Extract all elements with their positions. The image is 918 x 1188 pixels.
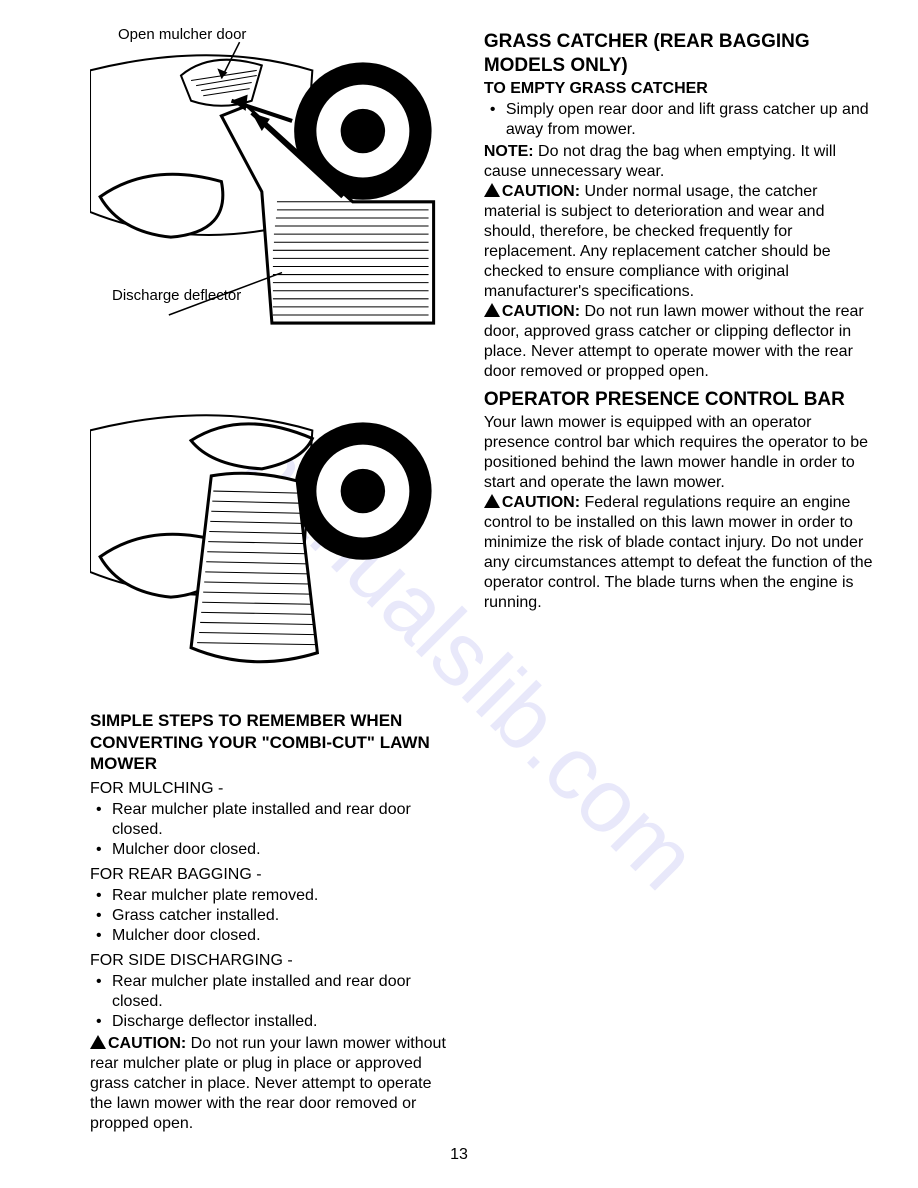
left-caution: CAUTION: Do not run your lawn mower with… xyxy=(90,1034,454,1134)
side-list: Rear mulcher plate installed and rear do… xyxy=(90,972,454,1032)
fig1-label-mulcher: Open mulcher door xyxy=(118,26,246,43)
list-item: Rear mulcher plate removed. xyxy=(90,886,454,906)
side-title: FOR SIDE DISCHARGING - xyxy=(90,952,454,970)
steps-heading: SIMPLE STEPS TO REMEMBER WHEN CONVERTING… xyxy=(90,710,454,774)
figure-1-wrap: Open mulcher door xyxy=(90,30,454,360)
note-text: Do not drag the bag when emptying. It wi… xyxy=(484,143,836,180)
note-label: NOTE: xyxy=(484,143,534,160)
caution-text: Under normal usage, the catcher material… xyxy=(484,183,831,300)
figure-2-wrap xyxy=(90,390,454,700)
page-content: Open mulcher door xyxy=(90,30,848,1134)
left-column: Open mulcher door xyxy=(90,30,454,1134)
empty-heading: TO EMPTY GRASS CATCHER xyxy=(484,80,878,98)
list-item: Discharge deflector installed. xyxy=(90,1012,454,1032)
mulching-title: FOR MULCHING - xyxy=(90,780,454,798)
warning-icon xyxy=(484,183,500,197)
list-item: Rear mulcher plate installed and rear do… xyxy=(90,972,454,1012)
note-block: NOTE: Do not drag the bag when emptying.… xyxy=(484,142,878,182)
warning-icon xyxy=(484,303,500,317)
caution-label: CAUTION: xyxy=(502,183,580,200)
empty-list: Simply open rear door and lift grass cat… xyxy=(484,100,878,140)
caution-label: CAUTION: xyxy=(108,1035,186,1052)
figure-2-diagram xyxy=(90,390,454,683)
grass-catcher-heading: GRASS CATCHER (REAR BAGGING MODELS ONLY) xyxy=(484,30,878,78)
bagging-list: Rear mulcher plate removed. Grass catche… xyxy=(90,886,454,946)
list-item: Mulcher door closed. xyxy=(90,926,454,946)
right-caution-1: CAUTION: Under normal usage, the catcher… xyxy=(484,182,878,302)
caution-text: Federal regulations require an engine co… xyxy=(484,494,873,611)
caution-label: CAUTION: xyxy=(502,303,580,320)
bagging-title: FOR REAR BAGGING - xyxy=(90,866,454,884)
fig1-label-deflector-text: Discharge deflector xyxy=(112,287,241,304)
right-caution-2: CAUTION: Do not run lawn mower without t… xyxy=(484,302,878,382)
list-item: Rear mulcher plate installed and rear do… xyxy=(90,800,454,840)
list-item: Grass catcher installed. xyxy=(90,906,454,926)
mulching-list: Rear mulcher plate installed and rear do… xyxy=(90,800,454,860)
right-column: GRASS CATCHER (REAR BAGGING MODELS ONLY)… xyxy=(484,30,878,1134)
caution-label: CAUTION: xyxy=(502,494,580,511)
warning-icon xyxy=(484,494,500,508)
operator-heading: OPERATOR PRESENCE CONTROL BAR xyxy=(484,388,878,412)
right-caution-3: CAUTION: Federal regulations require an … xyxy=(484,493,878,613)
operator-text: Your lawn mower is equipped with an oper… xyxy=(484,413,878,493)
page-number: 13 xyxy=(0,1146,918,1164)
warning-icon xyxy=(90,1035,106,1049)
list-item: Simply open rear door and lift grass cat… xyxy=(484,100,878,140)
fig1-label-deflector: Discharge deflector xyxy=(112,288,241,305)
list-item: Mulcher door closed. xyxy=(90,840,454,860)
